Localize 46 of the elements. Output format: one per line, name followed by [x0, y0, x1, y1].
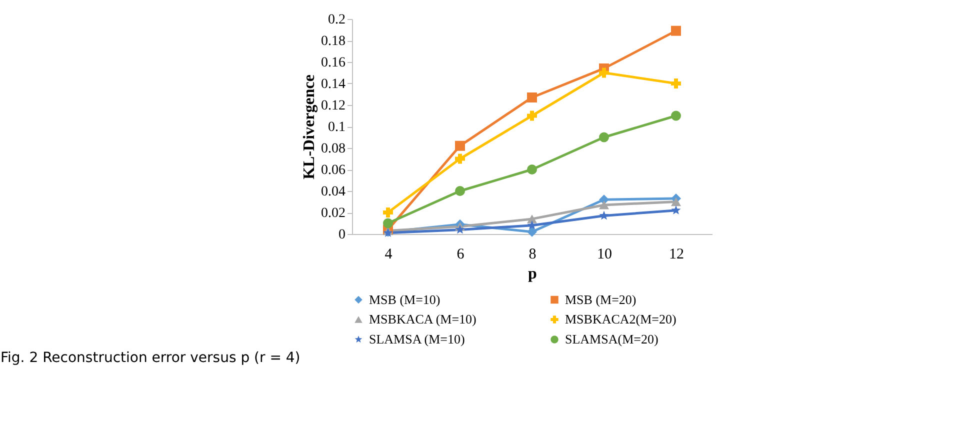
point: [671, 197, 681, 206]
point: [599, 132, 609, 142]
x-tick-label: 10: [597, 246, 612, 262]
y-tick-label: 0.08: [321, 142, 346, 156]
legend-label: MSB (M=10): [369, 292, 440, 307]
y-tick-label: 0.02: [321, 206, 346, 221]
y-tick-label: 0.06: [321, 163, 346, 178]
point: [455, 186, 465, 196]
y-tick-label: 0.18: [321, 34, 346, 49]
x-tick-label: 4: [384, 246, 393, 262]
point: [671, 26, 681, 36]
x-tick-label: 8: [528, 246, 536, 262]
y-tick-label: 0.2: [328, 12, 346, 28]
y-tick-label: 0.1: [328, 120, 346, 135]
caption: Fig. 2 Reconstruction error versus p (r = 4): [0, 350, 300, 366]
point: [527, 110, 537, 121]
point: [455, 224, 465, 234]
y-tick-label: 0: [338, 228, 346, 242]
y-tick-label: 0.14: [321, 77, 346, 92]
point: [527, 92, 537, 102]
point: [527, 214, 537, 224]
legend-label: MSB (M=20): [565, 292, 636, 307]
x-tick-label: 6: [456, 246, 465, 262]
point: [599, 210, 609, 220]
x-tick-label: 12: [669, 246, 684, 262]
point: [671, 205, 681, 214]
legend-label: MSBKACA (M=10): [369, 312, 476, 326]
legend-label: SLAMSA(M=20): [565, 332, 658, 346]
point: [599, 68, 609, 78]
legend-label: SLAMSA (M=10): [369, 332, 465, 346]
point: [527, 226, 537, 237]
point: [671, 78, 681, 88]
point: [527, 164, 537, 174]
point: [455, 140, 465, 151]
point: [383, 218, 393, 228]
point: [383, 208, 393, 218]
y-tick-label: 0.12: [321, 98, 346, 114]
y-tick-label: 0.16: [321, 56, 346, 70]
point: [671, 110, 681, 121]
point: [527, 220, 537, 230]
x-axis-title: p: [528, 266, 538, 282]
point: [599, 200, 609, 210]
legend-label: MSBKACA2(M=20): [565, 312, 676, 326]
y-axis-title: KL-Divergence: [301, 74, 318, 180]
y-tick-label: 0.04: [321, 184, 346, 200]
point: [455, 154, 465, 164]
